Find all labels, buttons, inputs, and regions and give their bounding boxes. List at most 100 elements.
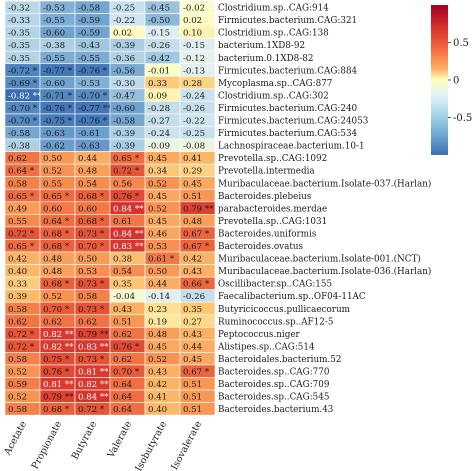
cell-value-label: -0.82 ** [8,91,42,101]
cell-value-label: 0.62 [8,154,27,164]
cell-value-label: 0.52 [148,204,167,214]
cell-value-label: 0.62 [43,317,62,327]
row-label: Firmicutes.bacterium.CAG:24053 [218,117,368,127]
cell-value-label: -0.71 * [43,91,73,101]
cell-value-label: -0.01 [148,66,170,76]
cell-value-label: 0.19 [148,317,167,327]
colorbar-tick-label: 0 [453,76,459,87]
cell-value-label: 0.58 [8,405,27,415]
cell-value-label: 0.42 [8,255,27,265]
cell-value-label: 0.64 [113,380,133,390]
cell-value-label: 0.70 * [78,242,105,252]
cell-value-label: 0.23 [148,305,167,315]
colorbar-tick-label: 0.5 [453,38,469,49]
cell-value-label: -0.75 * [43,117,73,127]
cell-value-label: -0.55 [43,16,65,26]
cell-value-label: 0.45 [183,179,202,189]
cell-value-label: 0.68 * [78,192,105,202]
cell-value-label: 0.53 [78,267,97,277]
column-label: Isobutyrate [133,419,169,471]
cell-value-label: 0.51 [183,393,202,403]
cell-value-label: -0.47 [113,91,135,101]
cell-value-label: -0.72 * [8,66,38,76]
cell-value-label: -0.26 [148,41,170,51]
cell-value-label: 0.50 [148,267,167,277]
cell-value-label: 0.60 [43,204,62,214]
cell-value-label: -0.30 [113,79,135,89]
cell-value-label: 0.43 [183,267,202,277]
cell-value-label: 0.58 [8,179,27,189]
cell-value-label: 0.62 [78,317,97,327]
cell-value-label: 0.52 [148,179,167,189]
cell-value-label: 0.55 [43,179,62,189]
cell-value-label: -0.27 [148,117,170,127]
row-label: Firmicutes.bacterium.CAG:534 [218,129,358,139]
cell-value-label: -0.53 [78,79,100,89]
cell-value-label: -0.59 [78,29,100,39]
row-label: parabacteroides.merdae [218,204,327,214]
cell-value-label: -0.77 * [43,66,73,76]
column-label: Butyrate [70,419,100,462]
cell-value-label: -0.45 [148,4,170,14]
cell-value-label: 0.65 * [8,242,35,252]
cell-value-label: -0.70 * [78,91,108,101]
cell-value-label: -0.55 [78,54,100,64]
cell-value-label: 0.81 ** [78,368,109,378]
row-label: Alistipes.sp..CAG:514 [217,342,315,352]
cell-value-label: 0.83 ** [113,242,144,252]
cell-value-label: -0.76 * [78,117,108,127]
row-label: Firmicutes.bacterium.CAG:321 [218,16,357,26]
cell-value-label: 0.76 * [113,342,140,352]
cell-value-label: 0.79 ** [43,393,74,403]
row-label: bacterium.1XD8-92 [218,41,305,51]
cell-value-label: 0.64 * [8,167,35,177]
cell-value-label: 0.52 [8,368,27,378]
cell-value-label: 0.82 ** [43,342,74,352]
cell-value-label: 0.58 [78,292,97,302]
cell-value-label: 0.68 * [78,217,105,227]
cell-value-label: -0.02 [183,4,205,14]
cell-value-label: 0.51 [183,405,202,415]
cell-value-label: 0.62 [113,330,132,340]
cell-value-label: -0.33 [8,16,30,26]
cell-value-label: 0.64 [113,393,133,403]
row-label: Clostridium.sp..CAG:138 [218,29,329,39]
cell-value-label: -0.62 [43,142,65,152]
cell-value-label: 0.54 [78,179,98,189]
cell-value-label: -0.60 [113,104,135,114]
row-label: Bacteroides.sp..CAG:545 [218,393,329,403]
row-label: Oscillibacter.sp..CAG:155 [218,280,332,290]
cell-value-label: -0.22 [113,16,135,26]
cell-value-label: 0.52 [43,167,62,177]
row-label: Bacteroides.uniformis [218,229,317,239]
cell-value-label: 0.73 * [78,355,105,365]
cell-value-label: -0.14 [148,292,171,302]
row-label: Lachnospiraceae.bacterium.10-1 [218,142,365,152]
cell-value-label: 0.79 ** [78,330,109,340]
cell-value-label: -0.70 * [8,117,38,127]
cell-value-label: 0.33 [8,280,27,290]
cell-value-label: 0.59 [8,380,27,390]
cell-value-label: 0.70 * [43,305,70,315]
cell-value-label: 0.41 [148,393,167,403]
cell-value-label: 0.60 [78,204,97,214]
cell-value-label: 0.33 [148,79,167,89]
colorbar-gradient [431,5,448,155]
cell-value-label: -0.55 [43,54,65,64]
row-label: Clostridium.sp..CAG:914 [218,4,329,14]
cell-value-label: 0.52 [148,355,167,365]
cell-value-label: 0.82 ** [43,330,74,340]
cell-value-label: -0.35 [8,29,30,39]
cell-value-label: 0.44 [78,154,98,164]
cell-value-label: 0.68 * [43,229,70,239]
column-labels: Acetate Propionate Butyrate Valerate Isobuty… [2,419,205,471]
cell-value-label: 0.75 * [43,355,70,365]
cell-value-label: -0.59 [78,16,100,26]
cell-value-label: 0.39 [8,292,27,302]
cell-value-label: -0.15 [148,29,170,39]
cell-value-label: 0.68 * [43,242,70,252]
cell-value-label: -0.35 [8,41,30,51]
cell-value-label: 0.62 [8,317,27,327]
cell-value-label: 0.40 [8,267,27,277]
cell-value-label: -0.15 [183,41,205,51]
